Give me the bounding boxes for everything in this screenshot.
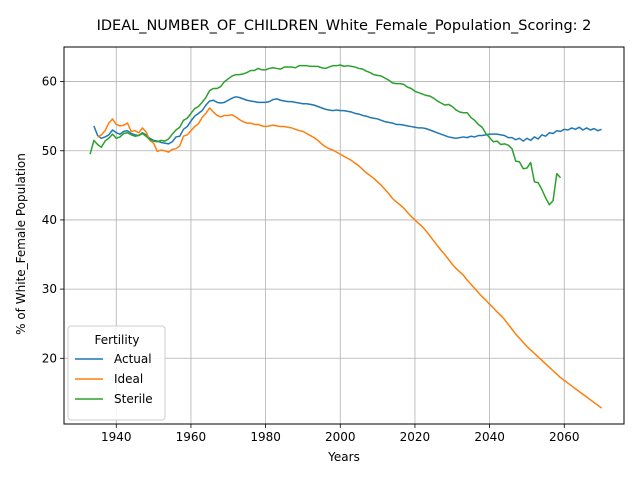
plot-frame	[63, 46, 625, 425]
legend-title: Fertility	[94, 333, 139, 347]
legend-box	[67, 325, 166, 421]
series-line-ideal	[97, 107, 603, 409]
series-line-sterile	[89, 64, 562, 206]
y-tick-label: 30	[42, 282, 57, 296]
x-tick-label: 2060	[549, 430, 580, 444]
legend: Fertility Actual Ideal Sterile	[67, 325, 166, 421]
y-tick-label: 20	[42, 351, 57, 365]
x-axis-label: Years	[327, 450, 360, 464]
y-axis: 20 30 40 50 60	[42, 75, 64, 365]
series-line-actual	[93, 96, 602, 145]
y-tick-label: 50	[42, 144, 57, 158]
series-lines	[89, 64, 603, 409]
x-tick-label: 2020	[400, 430, 431, 444]
chart-title: IDEAL_NUMBER_OF_CHILDREN_White_Female_Po…	[97, 18, 592, 34]
y-axis-label: % of White_Female Population	[14, 153, 28, 335]
legend-label-actual: Actual	[114, 352, 152, 366]
y-tick-label: 40	[42, 213, 57, 227]
x-tick-label: 2040	[474, 430, 505, 444]
x-tick-label: 1980	[250, 430, 281, 444]
y-tick-label: 60	[42, 75, 57, 89]
legend-label-sterile: Sterile	[114, 392, 153, 406]
x-tick-label: 1940	[101, 430, 132, 444]
legend-items: Actual Ideal Sterile	[75, 352, 153, 406]
legend-label-ideal: Ideal	[114, 372, 143, 386]
x-axis: 1940 1960 1980 2000 2020 2040 2060	[101, 424, 580, 444]
x-tick-label: 1960	[176, 430, 207, 444]
x-tick-label: 2000	[325, 430, 356, 444]
